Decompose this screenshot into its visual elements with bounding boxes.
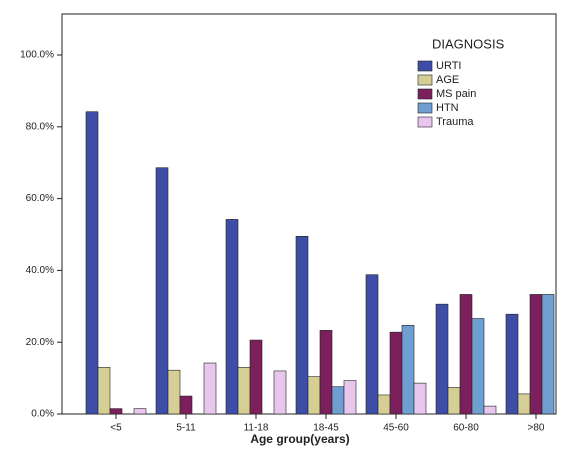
bar [319, 330, 333, 415]
legend-swatch [417, 102, 433, 114]
legend-swatch [417, 60, 433, 72]
bar [295, 235, 309, 415]
bar [273, 370, 287, 415]
bar [517, 393, 531, 415]
bar [529, 294, 543, 415]
bar [505, 313, 519, 415]
y-tick-label: 80.0% [26, 121, 54, 132]
bar [389, 331, 403, 415]
bar [133, 408, 147, 415]
bar [237, 367, 251, 415]
bar [447, 387, 461, 415]
x-tick-label: >80 [528, 423, 545, 434]
bar [343, 380, 357, 415]
bar [365, 274, 379, 415]
bar [179, 395, 193, 415]
bar [307, 376, 321, 415]
x-tick-label: 60-80 [453, 423, 479, 434]
x-tick-label: 18-45 [313, 423, 339, 434]
legend-swatch [417, 88, 433, 100]
x-tick-label: 11-18 [244, 423, 269, 434]
x-tick-label: <5 [110, 423, 122, 434]
bar [203, 362, 217, 415]
legend-label: Trauma [436, 116, 474, 128]
bar [413, 382, 427, 415]
legend-label: URTI [436, 60, 461, 72]
y-tick-label: 20.0% [26, 337, 54, 348]
y-tick-label: 60.0% [26, 193, 54, 204]
bar [225, 219, 239, 415]
legend-swatch [417, 116, 433, 128]
y-tick-label: 40.0% [26, 265, 54, 276]
bar [155, 167, 169, 415]
bar [483, 405, 497, 415]
legend-label: AGE [436, 74, 459, 86]
x-tick-label: 45-60 [383, 423, 409, 434]
x-tick-label: 5-11 [176, 423, 196, 434]
y-tick-label: 0.0% [31, 409, 54, 420]
bar [435, 303, 449, 415]
bar [249, 339, 263, 415]
bar [85, 111, 99, 415]
legend-swatch [417, 74, 433, 86]
x-axis-label: Age group(years) [250, 432, 349, 446]
bar [377, 394, 391, 415]
legend-label: HTN [436, 102, 459, 114]
legend-title: DIAGNOSIS [432, 36, 505, 51]
bar [541, 294, 555, 415]
bar [109, 408, 123, 415]
legend-label: MS pain [436, 88, 476, 100]
bar [97, 367, 111, 415]
y-tick-label: 100.0% [20, 50, 54, 61]
bar [331, 386, 345, 415]
bar [471, 318, 485, 415]
bar [401, 325, 415, 415]
bar [459, 294, 473, 415]
bar [167, 369, 181, 415]
